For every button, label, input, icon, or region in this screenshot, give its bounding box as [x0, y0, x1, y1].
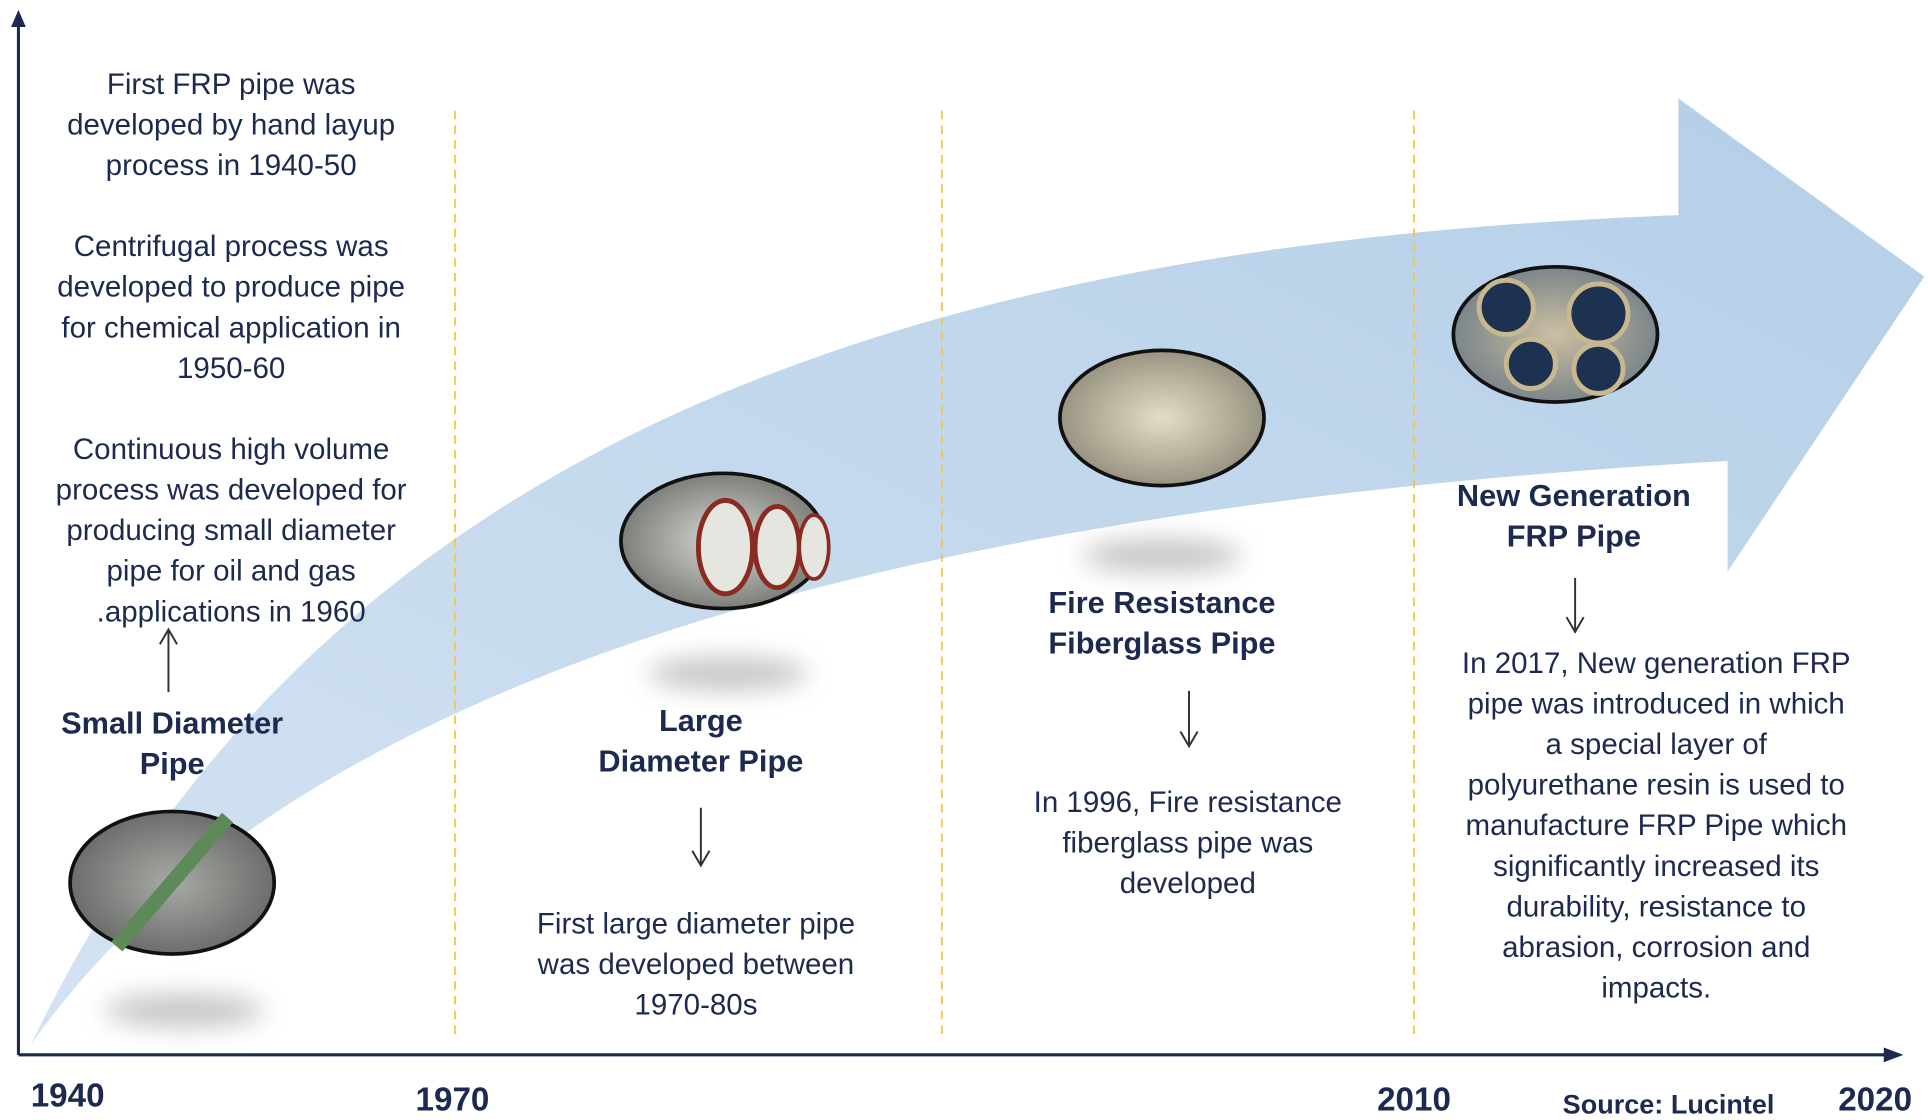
stage-text: fiberglass pipe was: [1062, 826, 1313, 859]
stage-text: In 2017, New generation FRP: [1462, 647, 1851, 680]
stage-text: for chemical application in: [61, 311, 400, 344]
stage-text: producing small diameter: [66, 514, 396, 547]
stage-text: developed: [1120, 867, 1256, 900]
stage-text: developed to produce pipe: [57, 271, 405, 304]
stage-text: 1970-80s: [634, 989, 757, 1022]
stage-text: pipe for oil and gas: [107, 555, 356, 588]
stage-title: Fiberglass Pipe: [1048, 626, 1275, 661]
stage-title: Small Diameter: [61, 705, 283, 740]
stage-text: Centrifugal process was: [74, 230, 389, 263]
stage-title: Diameter Pipe: [598, 744, 803, 779]
year-label: 2020: [1838, 1081, 1912, 1118]
stage-text: significantly increased its: [1493, 850, 1819, 883]
stage-text: In 1996, Fire resistance: [1034, 786, 1342, 819]
year-label: 1940: [31, 1078, 105, 1115]
stage-text: pipe was introduced in which: [1468, 687, 1845, 720]
stage-title: Fire Resistance: [1048, 585, 1275, 620]
stage-title: FRP Pipe: [1507, 519, 1641, 554]
stage-text: First large diameter pipe: [537, 908, 855, 941]
stage-text: developed by hand layup: [67, 108, 395, 141]
stage-text: manufacture FRP Pipe which: [1465, 809, 1847, 842]
stage-text: 1950-60: [177, 352, 285, 385]
stage-text: durability, resistance to: [1506, 890, 1806, 923]
timeline: 1940 1970 2010 2020 Source: Lucintel Sma…: [0, 0, 1928, 1120]
stage-text: polyurethane resin is used to: [1468, 769, 1845, 802]
stage-text: a special layer of: [1546, 728, 1768, 761]
stage-text: .applications in 1960: [97, 595, 366, 628]
source: Source: Lucintel: [1563, 1090, 1775, 1120]
stage-text: was developed between: [537, 948, 855, 981]
stage-title: Pipe: [140, 746, 205, 781]
stage-title: Large: [659, 703, 743, 738]
stage-text: First FRP pipe was: [107, 68, 356, 101]
stage-title: New Generation: [1457, 478, 1691, 513]
stage-text: impacts.: [1601, 971, 1711, 1004]
stage-text: process in 1940-50: [106, 149, 357, 182]
stage-text: process was developed for: [56, 474, 407, 507]
year-label: 2010: [1377, 1081, 1451, 1118]
stage-text: abrasion, corrosion and: [1502, 931, 1810, 964]
year-label: 1970: [416, 1081, 490, 1118]
stage-text: Continuous high volume: [73, 433, 390, 466]
